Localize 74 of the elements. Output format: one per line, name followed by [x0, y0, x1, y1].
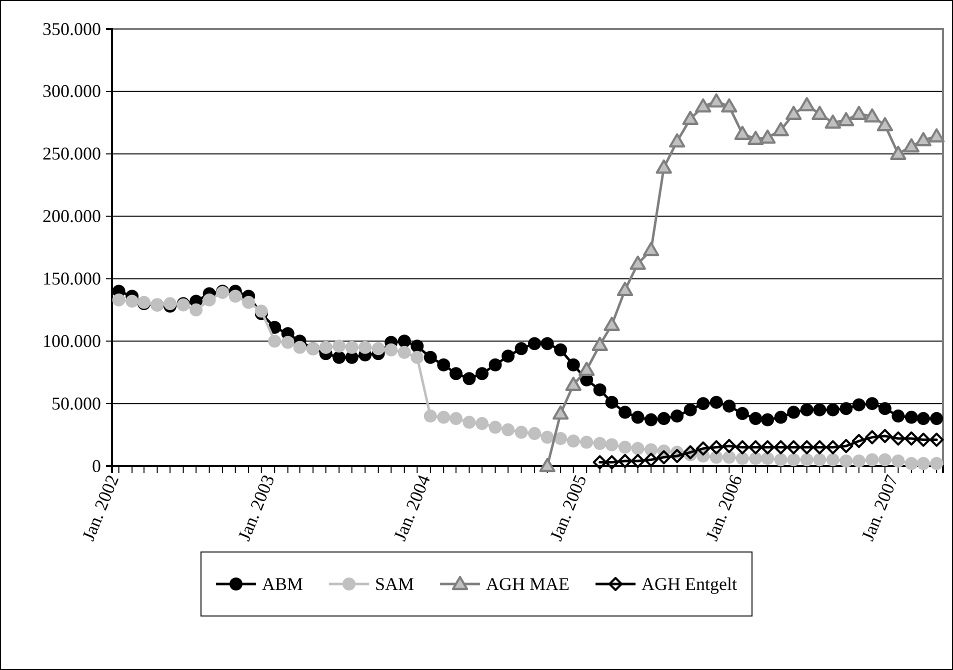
point — [916, 432, 930, 447]
point — [838, 112, 854, 126]
point — [903, 138, 920, 152]
point — [604, 455, 619, 470]
y-tick-label: 50.000 — [52, 393, 101, 414]
point — [786, 440, 801, 454]
point — [565, 376, 582, 391]
point — [852, 434, 866, 448]
point — [748, 440, 763, 454]
point — [656, 159, 672, 174]
point — [865, 430, 880, 444]
point — [891, 431, 906, 446]
point — [812, 106, 828, 120]
y-tick-label: 250.000 — [42, 144, 101, 164]
point — [695, 98, 712, 113]
point — [552, 405, 569, 420]
y-tick-label: 300.000 — [42, 81, 101, 102]
point — [578, 362, 595, 376]
point — [748, 130, 764, 145]
point — [759, 130, 776, 144]
point — [630, 454, 645, 468]
point — [604, 316, 620, 332]
y-tick-label: 350.000 — [42, 18, 101, 39]
x-tick-label: Jan. 2004 — [390, 472, 434, 544]
point — [722, 438, 736, 454]
point — [618, 454, 632, 468]
point — [668, 133, 686, 148]
point — [915, 132, 932, 146]
point — [630, 256, 646, 270]
point — [824, 114, 841, 129]
point — [721, 98, 738, 113]
point — [800, 440, 814, 454]
point — [812, 440, 827, 454]
y-tick-label: 150.000 — [42, 268, 101, 288]
point — [786, 106, 802, 120]
legend-label: ABM — [262, 574, 304, 594]
point — [864, 108, 880, 122]
legend-label: AGH MAE — [486, 574, 570, 594]
point — [592, 455, 607, 470]
point — [826, 440, 840, 454]
point — [644, 452, 658, 467]
legend-label: AGH Entgelt — [642, 574, 738, 594]
point — [774, 440, 788, 454]
point — [709, 440, 724, 454]
point — [760, 440, 775, 454]
point — [708, 93, 724, 108]
point — [539, 458, 556, 472]
point — [878, 428, 892, 444]
point — [656, 450, 671, 464]
point — [798, 97, 815, 112]
point — [928, 128, 945, 142]
y-tick-label: 200.000 — [42, 206, 101, 226]
x-tick-label: Jan. 2007 — [858, 472, 902, 544]
point — [839, 438, 854, 454]
point — [772, 122, 789, 136]
x-tick-label: Jan. 2005 — [546, 472, 590, 544]
point — [696, 441, 710, 456]
point — [904, 431, 919, 446]
x-tick-label: Jan. 2006 — [702, 472, 746, 544]
point — [592, 336, 608, 351]
y-tick-label: 100.000 — [42, 330, 101, 351]
x-tick-label: Jan. 2003 — [234, 472, 278, 544]
point — [876, 117, 894, 132]
point — [616, 282, 634, 296]
point — [682, 110, 698, 125]
legend-label: SAM — [375, 574, 414, 594]
point — [670, 448, 684, 464]
point — [930, 432, 944, 447]
point — [735, 440, 750, 454]
point — [850, 106, 868, 120]
point — [890, 146, 906, 160]
point — [683, 445, 698, 460]
point — [734, 126, 750, 140]
point — [642, 242, 660, 256]
